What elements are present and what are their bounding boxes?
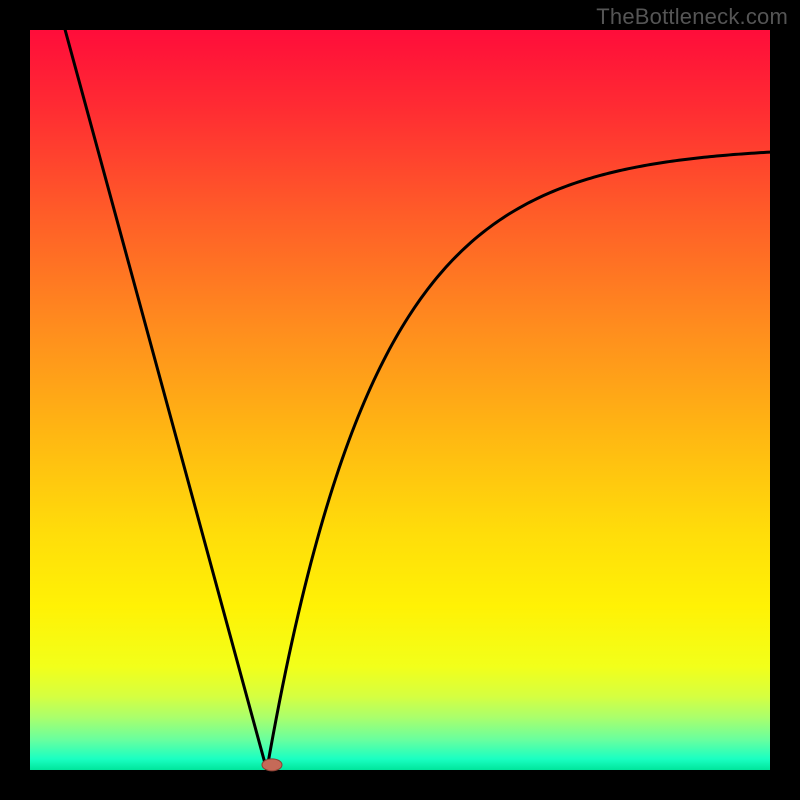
optimal-point-marker — [262, 759, 282, 771]
chart-container: TheBottleneck.com — [0, 0, 800, 800]
bottleneck-chart — [0, 0, 800, 800]
watermark-label: TheBottleneck.com — [596, 4, 788, 30]
plot-background — [30, 30, 770, 770]
